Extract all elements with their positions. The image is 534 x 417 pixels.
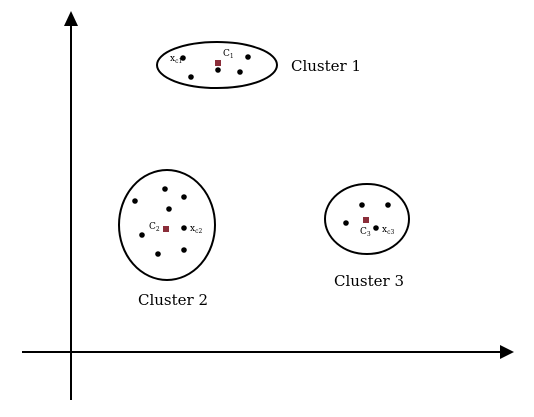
centroid-marker <box>363 217 369 223</box>
data-point <box>155 251 161 257</box>
y-axis-arrow-icon <box>64 11 78 26</box>
data-point <box>181 225 187 231</box>
data-point <box>237 69 243 75</box>
point-label: xc2 <box>190 224 202 235</box>
x-axis-arrow-icon <box>500 345 514 359</box>
centroid-label: C2 <box>149 222 160 233</box>
cluster-2-label: Cluster 2 <box>138 291 208 309</box>
cluster-3-label: Cluster 3 <box>334 272 404 290</box>
centroid-label: C1 <box>223 49 234 60</box>
data-point <box>373 225 379 231</box>
data-point <box>385 202 391 208</box>
axes <box>22 11 514 400</box>
data-point <box>166 206 172 212</box>
cluster-2-boundary <box>118 169 216 281</box>
centroid-label: C3 <box>360 227 371 238</box>
data-point <box>162 186 168 192</box>
data-point <box>188 74 194 80</box>
centroid-marker <box>215 60 221 66</box>
data-point <box>215 67 221 73</box>
data-point <box>132 198 138 204</box>
point-label: xc1 <box>170 54 182 65</box>
data-point <box>139 232 145 238</box>
data-point <box>180 55 186 61</box>
cluster-3: C3 xc3 Cluster 3 <box>324 183 410 290</box>
data-point <box>181 194 187 200</box>
cluster-2: C2 xc2 Cluster 2 <box>118 169 216 309</box>
cluster-1: xc1 C1 Cluster 1 <box>156 41 361 89</box>
cluster-1-boundary <box>156 41 278 89</box>
data-point <box>245 54 251 60</box>
data-point <box>181 247 187 253</box>
data-point <box>359 202 365 208</box>
data-point <box>343 220 349 226</box>
point-label: xc3 <box>382 225 394 236</box>
cluster-1-label: Cluster 1 <box>291 57 361 75</box>
centroid-marker <box>163 226 169 232</box>
cluster-3-boundary <box>324 183 410 255</box>
